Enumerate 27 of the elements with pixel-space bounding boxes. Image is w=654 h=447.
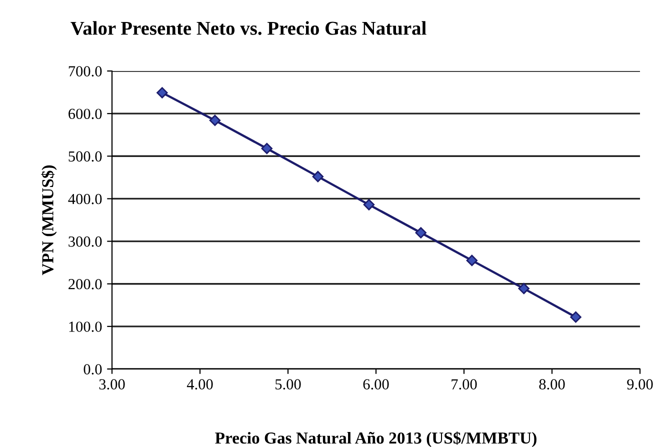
y-tick-label: 300.0 (68, 236, 102, 247)
point (570, 311, 582, 323)
x-axis-title: Precio Gas Natural Año 2013 (US$/MMBTU) (215, 431, 536, 447)
y-tick-label: 700.0 (68, 66, 102, 77)
point (466, 254, 478, 266)
y-axis-title: VPN (MMUS$) (41, 165, 57, 276)
x-tick-label: 7.00 (452, 379, 477, 390)
y-tick-label: 0.0 (84, 364, 102, 375)
x-tick-label: 9.00 (627, 379, 653, 390)
y-tick-label: 600.0 (68, 108, 102, 120)
x-tick-label: 5.00 (276, 379, 301, 390)
point (312, 170, 324, 182)
y-tick-label: 500.0 (68, 151, 102, 162)
x-tick-label: 6.00 (363, 379, 389, 390)
point (209, 114, 221, 126)
point (518, 282, 530, 294)
point (156, 87, 168, 98)
chart-title: Valor Presente Neto vs. Precio Gas Natural (70, 21, 426, 35)
x-tick-label: 3.00 (99, 379, 125, 390)
y-tick-label: 400.0 (68, 194, 102, 204)
y-tick-label: 200.0 (68, 279, 102, 290)
point (261, 142, 272, 154)
x-tick-label: 8.00 (539, 379, 565, 390)
x-tick-label: 4.00 (186, 379, 213, 390)
point (363, 199, 375, 210)
point (415, 227, 426, 238)
y-tick-label: 100.0 (69, 322, 102, 332)
